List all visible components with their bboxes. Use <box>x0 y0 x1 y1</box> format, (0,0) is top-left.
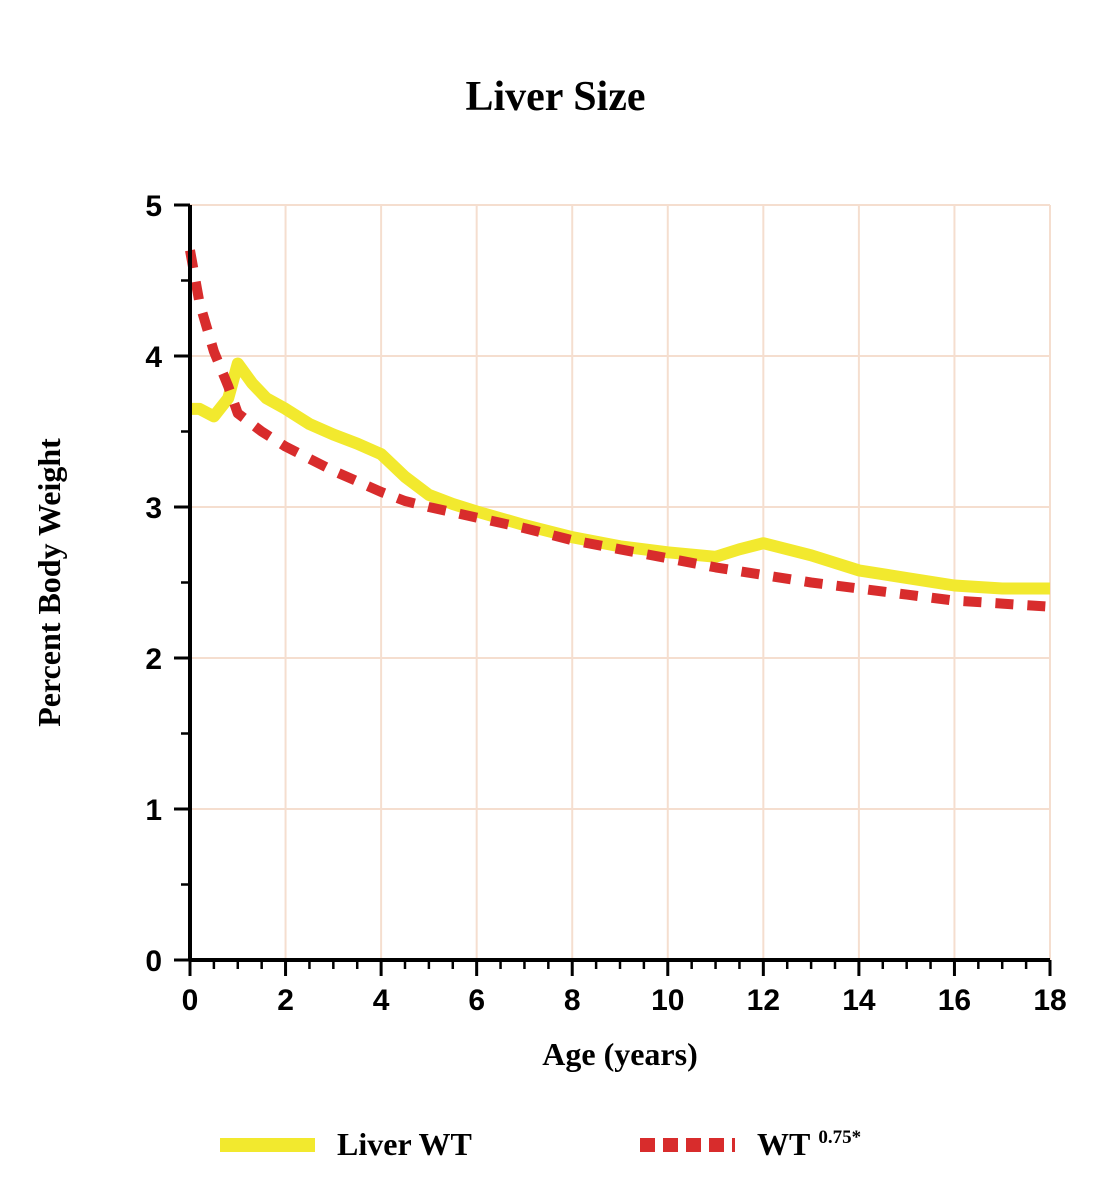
x-tick-label: 2 <box>277 984 294 1017</box>
x-tick-label: 4 <box>373 984 390 1017</box>
x-tick-label: 12 <box>747 984 780 1017</box>
chart-title: Liver Size <box>465 74 645 120</box>
y-tick-label: 1 <box>145 794 162 827</box>
y-tick-label: 0 <box>145 945 162 978</box>
y-tick-label: 3 <box>145 492 162 525</box>
x-tick-label: 16 <box>938 984 971 1017</box>
x-tick-label: 18 <box>1033 984 1066 1017</box>
liver-size-chart: Liver Size024681012141618012345Age (year… <box>0 0 1111 1200</box>
y-axis-label: Percent Body Weight <box>31 438 67 727</box>
x-tick-label: 14 <box>842 984 876 1017</box>
x-tick-label: 8 <box>564 984 581 1017</box>
x-axis-label: Age (years) <box>542 1036 697 1072</box>
x-tick-label: 6 <box>468 984 485 1017</box>
x-tick-label: 0 <box>182 984 199 1017</box>
legend-label: Liver WT <box>337 1126 472 1162</box>
y-tick-label: 2 <box>145 643 162 676</box>
x-tick-label: 10 <box>651 984 684 1017</box>
y-tick-label: 5 <box>145 190 162 223</box>
chart-svg: Liver Size024681012141618012345Age (year… <box>0 0 1111 1200</box>
y-tick-label: 4 <box>145 341 162 374</box>
